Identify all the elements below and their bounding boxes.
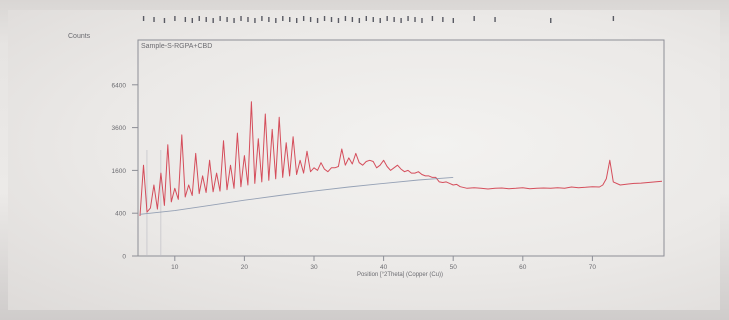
- reflection-bar: [296, 18, 298, 23]
- reflection-bar: [365, 16, 367, 21]
- reflection-bar: [268, 17, 270, 22]
- x-tick-label: 60: [519, 264, 527, 271]
- paper-sheet: [8, 10, 720, 310]
- x-tick-label: 10: [171, 264, 179, 271]
- y-tick-label: 400: [115, 211, 126, 218]
- reflection-bar: [142, 16, 145, 21]
- reflection-bar: [337, 18, 340, 23]
- reflection-bar: [358, 18, 361, 23]
- x-tick-label: 40: [380, 264, 388, 271]
- reflection-bar: [386, 16, 388, 21]
- reflection-bar: [153, 17, 155, 22]
- y-axis: 0 400 1600 3600 6400: [112, 82, 138, 261]
- reflection-bar: [212, 18, 214, 23]
- reflection-bar: [414, 17, 416, 22]
- reflection-bar: [302, 16, 305, 21]
- x-tick-label: 20: [241, 264, 249, 271]
- reflection-bar: [282, 16, 284, 21]
- reflection-bar: [550, 18, 552, 23]
- x-axis: 10 20 30 40 50 60 70: [146, 150, 597, 271]
- reflection-bar: [351, 17, 354, 22]
- reflection-bar: [289, 17, 291, 22]
- diffraction-series-line: [139, 101, 663, 217]
- y-axis-label: Counts: [68, 33, 91, 40]
- x-tick-label: 50: [450, 264, 458, 271]
- reflection-bar: [275, 18, 277, 23]
- reflection-bar: [407, 16, 409, 21]
- plot-frame: [137, 39, 665, 257]
- reflection-bar: [233, 18, 235, 23]
- reflection-bar: [226, 17, 228, 22]
- reflection-bar: [473, 16, 475, 21]
- reflection-bar: [344, 16, 347, 21]
- reflection-bars: [142, 16, 615, 23]
- reflection-bar: [400, 18, 402, 23]
- y-tick-label: 6400: [112, 82, 127, 89]
- reflection-bar: [174, 16, 176, 21]
- series-group: [139, 101, 663, 217]
- reflection-bar: [494, 17, 496, 22]
- reflection-bar: [240, 16, 242, 21]
- reflection-bar: [612, 16, 615, 21]
- reflection-bar: [205, 17, 207, 22]
- x-tick-label: 70: [589, 264, 597, 271]
- x-axis-label: Position [°2Theta] (Copper (Cu)): [357, 272, 443, 278]
- reflection-bar: [163, 18, 166, 23]
- reflection-bar: [372, 17, 374, 22]
- reflection-bar: [316, 18, 319, 23]
- reflection-bar: [452, 18, 454, 23]
- reflection-bar: [254, 18, 256, 23]
- reflection-bar: [198, 16, 200, 21]
- y-tick-label: 1600: [112, 168, 127, 175]
- reflection-bar: [330, 17, 333, 22]
- reflection-bar: [393, 17, 395, 22]
- reflection-bar: [431, 16, 434, 21]
- chart-title: Sample-S-RGPA+CBD: [141, 43, 212, 50]
- reflection-bar: [247, 17, 249, 22]
- y-tick-label: 0: [122, 254, 126, 261]
- background-series-line: [139, 176, 454, 215]
- reflection-bar: [421, 18, 423, 23]
- reflection-bar: [261, 16, 263, 21]
- x-tick-label: 30: [310, 264, 318, 271]
- reflection-bar: [309, 17, 312, 22]
- reflection-bar: [219, 16, 221, 21]
- reflection-bar: [323, 16, 326, 21]
- reflection-bar: [379, 18, 381, 23]
- reflection-bar: [184, 17, 187, 22]
- reflection-bar: [442, 17, 444, 22]
- y-tick-label: 3600: [112, 125, 127, 132]
- reflection-bar: [191, 18, 193, 23]
